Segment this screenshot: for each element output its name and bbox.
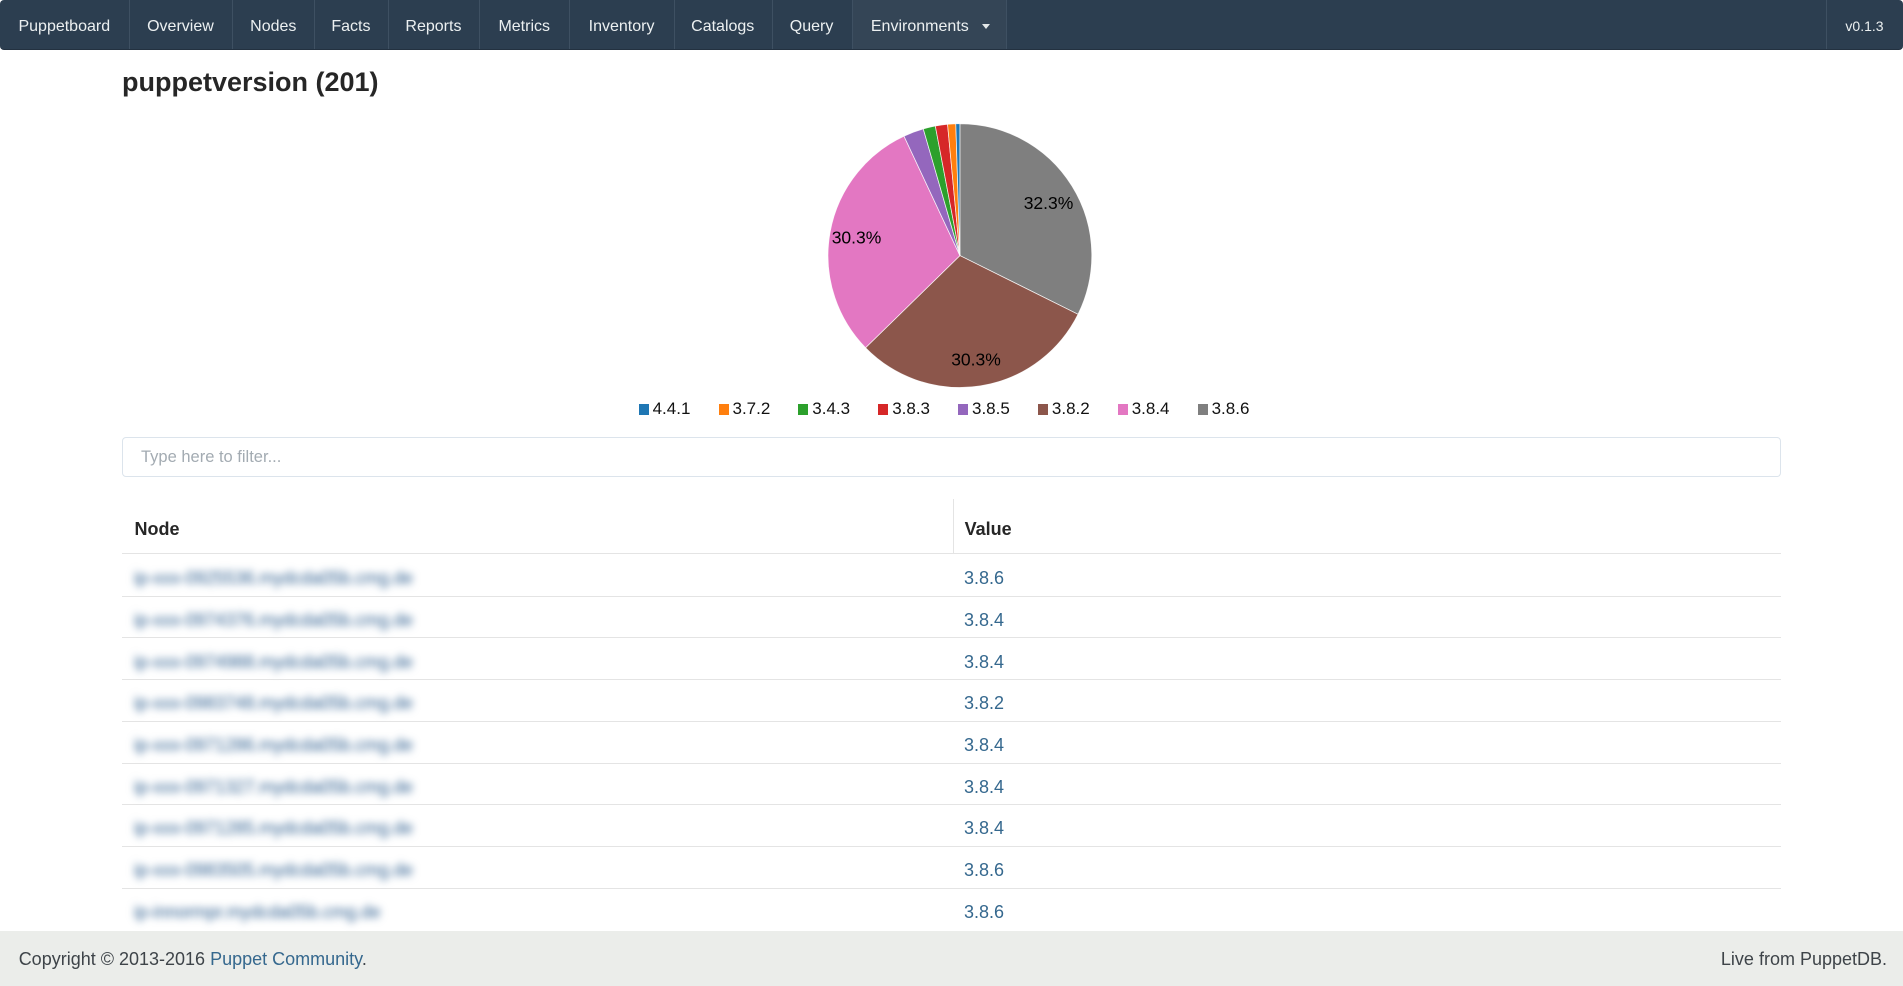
svg-text:32.3%: 32.3%: [1024, 193, 1074, 213]
svg-text:30.3%: 30.3%: [832, 228, 882, 248]
svg-text:30.3%: 30.3%: [951, 349, 1001, 369]
